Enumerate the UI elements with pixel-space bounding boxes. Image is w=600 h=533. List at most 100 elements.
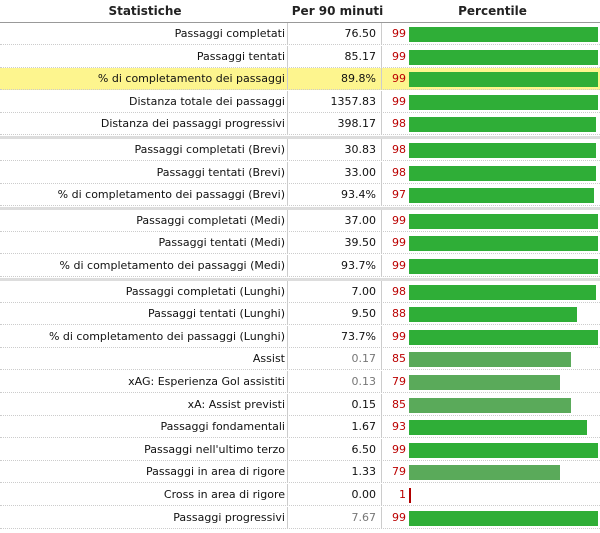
- stat-value: 37.00: [290, 209, 382, 232]
- stat-label: Passaggi completati (Brevi): [0, 139, 288, 161]
- table-row: xAG: Esperienza Gol assistiti 0.13 79: [0, 371, 600, 393]
- stat-label: % di completamento dei passaggi: [0, 68, 288, 91]
- stat-value: 0.17: [290, 348, 382, 371]
- table-row: xA: Assist previsti 0.15 85: [0, 393, 600, 416]
- percentile-label: 98: [392, 284, 406, 298]
- percentile-label: 99: [392, 94, 406, 108]
- percentile-bar: [409, 284, 596, 300]
- group-separator: [0, 277, 600, 281]
- percentile-bar: [409, 117, 596, 133]
- table-row: Passaggi tentati (Brevi) 33.00 98: [0, 161, 600, 184]
- header-percentile[interactable]: Percentile: [458, 4, 527, 18]
- stat-label: Cross in area di rigore: [0, 484, 288, 506]
- percentile-bar: [409, 352, 571, 368]
- percentile-bar: [409, 397, 571, 413]
- stat-label: Passaggi nell'ultimo terzo: [0, 438, 288, 461]
- percentile-label: 93: [392, 420, 406, 434]
- percentile-label: 98: [392, 143, 406, 156]
- table-row: Passaggi completati (Medi) 37.00 99: [0, 209, 600, 232]
- stat-value: 85.17: [290, 45, 382, 68]
- stat-label: % di completamento dei passaggi (Medi): [0, 255, 288, 277]
- table-row: % di completamento dei passaggi (Medi) 93…: [0, 255, 600, 277]
- table-row: % di completamento dei passaggi (Brevi) 9…: [0, 184, 600, 207]
- stat-value: 1357.83: [290, 90, 382, 113]
- percentile-bar: [409, 488, 411, 503]
- stat-value: 1.67: [290, 416, 382, 439]
- percentile-bar: [409, 49, 598, 65]
- percentile-bar: [409, 143, 596, 158]
- percentile-label: 85: [392, 397, 406, 411]
- stat-value: 1.33: [290, 461, 382, 484]
- percentile-label: 97: [392, 188, 406, 202]
- table-row: Passaggi in area di rigore 1.33 79: [0, 461, 600, 484]
- percentile-label: 79: [392, 465, 406, 479]
- stat-label: Passaggi tentati (Brevi): [0, 161, 288, 184]
- table-row: Passaggi tentati (Medi) 39.50 99: [0, 232, 600, 255]
- table-row: Passaggi progressivi 7.67 99: [0, 506, 600, 529]
- table-row: Passaggi fondamentali 1.67 93: [0, 416, 600, 439]
- percentile-bar: [409, 420, 587, 436]
- percentile-label: 98: [392, 165, 406, 179]
- percentile-label: 99: [392, 442, 406, 456]
- stat-label: Passaggi completati (Lunghi): [0, 280, 288, 303]
- stat-label: Passaggi tentati (Medi): [0, 232, 288, 255]
- percentile-label: 99: [392, 27, 406, 40]
- stat-value: 9.50: [290, 303, 382, 326]
- stat-value: 73.7%: [290, 325, 382, 348]
- group-separator: [0, 136, 600, 139]
- stat-value: 0.00: [290, 484, 382, 506]
- header-statistiche[interactable]: Statistiche: [108, 4, 182, 18]
- table-row: Passaggi nell'ultimo terzo 6.50 99: [0, 438, 600, 461]
- table-row: Passaggi completati (Lunghi) 7.00 98: [0, 280, 600, 303]
- percentile-label: 98: [392, 117, 406, 131]
- stat-value: 398.17: [290, 113, 382, 136]
- stat-value: 93.4%: [290, 184, 382, 207]
- percentile-bar: [409, 465, 560, 481]
- stat-value: 30.83: [290, 139, 382, 161]
- stat-value: 0.15: [290, 393, 382, 416]
- table-header: Statistiche Per 90 minuti Percentile: [0, 0, 600, 23]
- stat-value: 93.7%: [290, 255, 382, 277]
- stat-value: 89.8%: [290, 68, 382, 91]
- stat-value: 0.13: [290, 371, 382, 393]
- table-row: Cross in area di rigore 0.00 1: [0, 484, 600, 506]
- stat-label: Passaggi progressivi: [0, 506, 288, 529]
- stat-value: 7.00: [290, 280, 382, 303]
- percentile-bar: [409, 188, 594, 204]
- stat-label: Passaggi completati (Medi): [0, 209, 288, 232]
- percentile-label: 99: [392, 213, 406, 227]
- group-separator: [0, 206, 600, 210]
- stat-value: 33.00: [290, 161, 382, 184]
- percentile-label: 99: [392, 49, 406, 63]
- table-row: Passaggi tentati (Lunghi) 9.50 88: [0, 303, 600, 326]
- percentile-bar: [409, 329, 598, 345]
- percentile-bar: [409, 27, 598, 42]
- table-row: Passaggi tentati 85.17 99: [0, 45, 600, 68]
- stat-value: 76.50: [290, 23, 382, 45]
- table-row: Distanza totale dei passaggi 1357.83 99: [0, 90, 600, 113]
- percentile-bar: [409, 72, 598, 88]
- percentile-label: 99: [392, 329, 406, 343]
- stat-value: 6.50: [290, 438, 382, 461]
- percentile-label: 99: [392, 72, 406, 86]
- percentile-bar: [409, 94, 598, 110]
- header-per-90[interactable]: Per 90 minuti: [291, 4, 384, 18]
- percentile-bar: [409, 442, 598, 458]
- stat-label: Distanza totale dei passaggi: [0, 90, 288, 113]
- table-row: Passaggi completati 76.50 99: [0, 23, 600, 45]
- percentile-label: 79: [392, 375, 406, 388]
- table-row: % di completamento dei passaggi (Lunghi)…: [0, 325, 600, 348]
- percentile-label: 88: [392, 307, 406, 321]
- stat-label: Passaggi tentati: [0, 45, 288, 68]
- stat-label: Passaggi tentati (Lunghi): [0, 303, 288, 326]
- percentile-bar: [409, 375, 560, 390]
- percentile-bar: [409, 236, 598, 252]
- percentile-label: 99: [392, 236, 406, 250]
- percentile-label: 85: [392, 352, 406, 366]
- stat-label: % di completamento dei passaggi (Brevi): [0, 184, 288, 207]
- percentile-bar: [409, 213, 598, 229]
- stat-label: xA: Assist previsti: [0, 393, 288, 416]
- stat-label: % di completamento dei passaggi (Lunghi): [0, 325, 288, 348]
- percentile-label: 99: [392, 510, 406, 524]
